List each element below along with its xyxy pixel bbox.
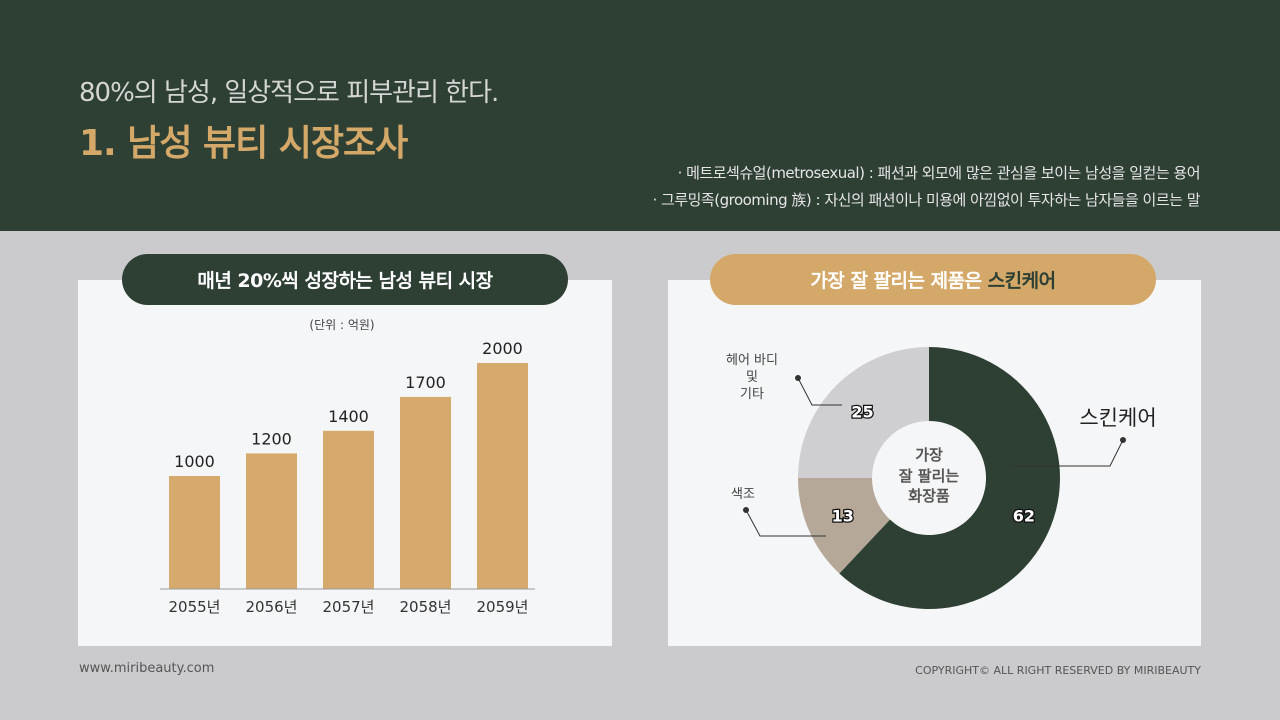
donut-slice	[839, 347, 1060, 609]
donut-slice	[798, 478, 890, 574]
bar-value-label: 2000	[482, 339, 523, 358]
x-tick-label: 2058년	[400, 598, 452, 616]
footer-copyright: COPYRIGHT© ALL RIGHT RESERVED BY MIRIBEA…	[915, 664, 1201, 677]
note-grooming: · 그루밍족(grooming 族) : 자신의 패션이나 미용에 아낌없이 투…	[652, 191, 1201, 209]
slice-value-label: 62	[1013, 507, 1035, 526]
note-metrosexual: · 메트로섹슈얼(metrosexual) : 패션과 외모에 많은 관심을 보…	[677, 164, 1201, 182]
pill-text: 가장 잘 팔리는 제품은	[810, 270, 988, 292]
bar-chart-title: 매년 20%씩 성장하는 남성 뷰티 시장	[122, 254, 568, 305]
bar	[169, 476, 220, 589]
label-color: 색조	[731, 487, 755, 502]
leader-dot	[743, 507, 749, 513]
leader-color	[745, 509, 826, 537]
bar-value-label: 1400	[328, 407, 369, 426]
donut-slice	[798, 347, 929, 478]
x-tick-label: 2059년	[477, 598, 529, 616]
label-hair: 헤어 바디 및 기타	[726, 353, 778, 402]
footer-url[interactable]: www.miribeauty.com	[79, 661, 215, 676]
bar	[400, 396, 451, 589]
bar-value-label: 1700	[405, 373, 446, 392]
unit-label: (단위 : 억원)	[309, 318, 374, 332]
donut-chart-title: 가장 잘 팔리는 제품은 스킨케어	[710, 254, 1156, 305]
slice-value-label: 25	[851, 403, 873, 422]
bar-value-label: 1200	[251, 429, 292, 448]
bar	[323, 430, 374, 589]
label-skincare: 스킨케어	[1079, 406, 1156, 430]
page-title: 1. 남성 뷰티 시장조사	[79, 123, 408, 164]
header: 80%의 남성, 일상적으로 피부관리 한다. 1. 남성 뷰티 시장조사 · …	[0, 0, 1280, 231]
leader-dot	[1120, 437, 1126, 443]
subtitle: 80%의 남성, 일상적으로 피부관리 한다.	[79, 78, 499, 108]
x-tick-label: 2056년	[246, 598, 298, 616]
leader-skincare	[1012, 439, 1124, 467]
center-line-2: 잘 팔리는	[899, 467, 960, 485]
bar	[477, 363, 528, 589]
center-line-3: 화장품	[908, 487, 950, 505]
leader-hair	[797, 377, 842, 406]
x-tick-label: 2055년	[169, 598, 221, 616]
bar-value-label: 1000	[174, 452, 215, 471]
bar	[246, 453, 297, 589]
x-tick-label: 2057년	[323, 598, 375, 616]
slice-value-label: 13	[832, 506, 854, 525]
center-line-1: 가장	[915, 446, 943, 464]
leader-dot	[795, 375, 801, 381]
pill-highlight: 스킨케어	[987, 270, 1056, 292]
